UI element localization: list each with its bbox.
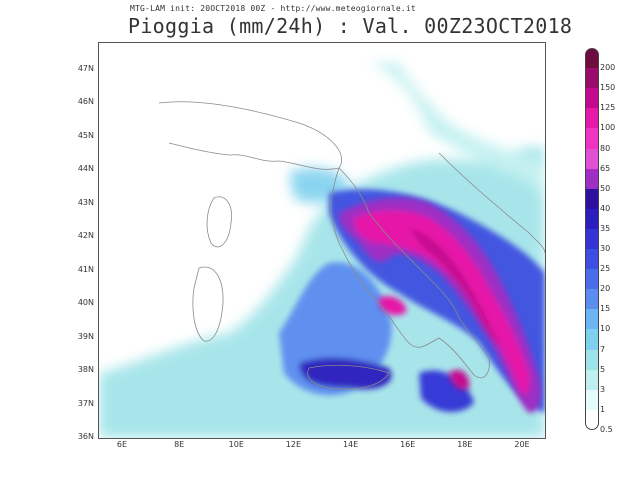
colorbar-segment: [585, 409, 599, 431]
latitude-label: 43N: [77, 197, 94, 207]
colorbar-label: 25: [600, 264, 611, 274]
colorbar-label: 5: [600, 364, 606, 374]
colorbar-label: 1: [600, 404, 606, 414]
colorbar-label: 3: [600, 384, 606, 394]
colorbar-segment: [585, 309, 599, 330]
precipitation-colorbar: [585, 48, 599, 431]
colorbar-segment: [585, 289, 599, 310]
longitude-label: 8E: [174, 440, 185, 449]
colorbar-label: 20: [600, 284, 611, 294]
colorbar-segment: [585, 389, 599, 411]
colorbar-segment: [585, 48, 599, 69]
colorbar-label: 80: [600, 143, 611, 153]
latitude-label: 47N: [77, 64, 94, 73]
colorbar-segment: [585, 188, 599, 210]
latitude-label: 41N: [77, 264, 94, 274]
colorbar-label: 200: [600, 63, 616, 73]
colorbar-label: 35: [600, 223, 611, 233]
rainfall-map: [98, 42, 546, 439]
colorbar-label: 40: [600, 203, 611, 213]
colorbar-segment: [585, 128, 599, 149]
longitude-label: 16E: [400, 440, 416, 449]
colorbar-label: 7: [600, 344, 606, 354]
latitude-label: 46N: [77, 97, 94, 107]
colorbar-segment: [585, 269, 599, 290]
colorbar-segment: [585, 349, 599, 371]
latitude-label: 36N: [77, 432, 94, 441]
colorbar-label: 65: [600, 163, 611, 173]
colorbar-segment: [585, 88, 599, 109]
latitude-label: 39N: [77, 331, 94, 341]
colorbar-segment: [585, 68, 599, 89]
colorbar-segment: [585, 249, 599, 270]
colorbar-segment: [585, 228, 599, 250]
colorbar-label: 30: [600, 244, 611, 254]
coastlines: [158, 101, 545, 390]
longitude-label: 14E: [342, 440, 359, 449]
longitude-label: 10E: [228, 440, 244, 449]
colorbar-label: 10: [600, 324, 611, 334]
colorbar-segment: [585, 329, 599, 351]
colorbar-segment: [585, 208, 599, 230]
longitude-label: 6E: [116, 440, 128, 449]
colorbar-label: 15: [600, 304, 611, 314]
colorbar-label: 125: [600, 103, 616, 113]
colorbar-segment: [585, 108, 599, 129]
latitude-label: 38N: [77, 365, 94, 375]
colorbar-segment: [585, 148, 599, 170]
colorbar-label: 50: [600, 183, 611, 193]
map-title: Pioggia (mm/24h) : Val. 00Z23OCT2018: [128, 14, 573, 38]
colorbar-label: 150: [600, 83, 616, 93]
latitude-label: 37N: [77, 398, 94, 408]
latitude-label: 42N: [77, 231, 94, 241]
map-canvas: [99, 63, 545, 438]
latitude-label: 40N: [77, 298, 94, 308]
model-info-line: MTG-LAM init: 20OCT2018 00Z - http://www…: [130, 4, 416, 13]
latitude-label: 45N: [77, 130, 94, 140]
longitude-label: 18E: [457, 440, 473, 449]
colorbar-label: 0.5: [600, 425, 613, 434]
longitude-label: 20E: [514, 440, 530, 449]
longitude-label: 12E: [285, 440, 302, 449]
latitude-label: 44N: [77, 164, 94, 174]
colorbar-segment: [585, 369, 599, 391]
colorbar-segment: [585, 168, 599, 190]
heavy-rain-band: [339, 197, 541, 413]
colorbar-label: 100: [600, 123, 616, 133]
